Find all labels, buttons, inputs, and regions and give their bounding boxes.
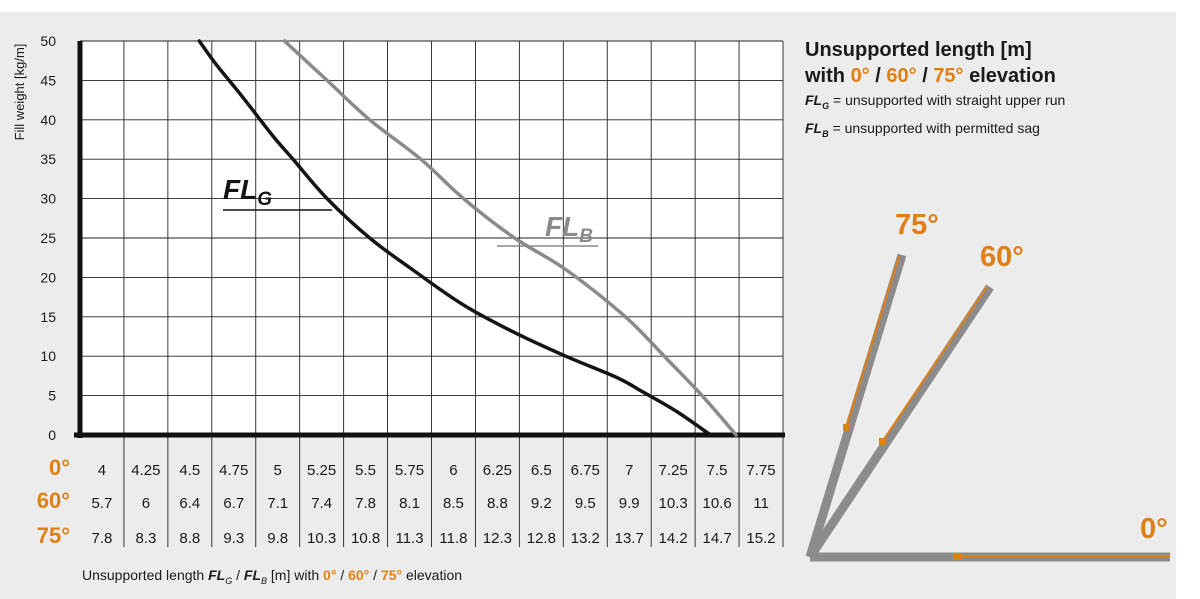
elevation-label-60: 60° [980, 241, 1024, 273]
arm-75-deg-marker [843, 424, 850, 431]
y-tick-label-4: 20 [40, 269, 56, 285]
x-axis-rows: 0° 4 4.25 4.5 4.75 5 5.25 5.5 5.75 6 6.25 6.5 6.75 7 7… [37, 455, 776, 548]
x-tick-label-r2-5: 10.3 [307, 530, 336, 547]
arm-60-deg-highlight [881, 286, 988, 443]
info-elev-0: 0° [850, 65, 870, 87]
x-tick-label-r2-13: 14.2 [659, 530, 688, 547]
x-tick-label-r0-7: 5.75 [395, 462, 424, 479]
elevation-label-75: 75° [895, 209, 939, 241]
x-tick-label-r2-4: 9.8 [267, 530, 288, 547]
elevation-label-0: 0° [1140, 513, 1168, 545]
x-tick-label-r1-1: 6 [142, 495, 150, 512]
x-tick-label-r2-14: 14.7 [702, 530, 731, 547]
x-tick-label-r2-10: 12.8 [527, 530, 556, 547]
info-definition-flb: FLB = unsupported with permitted sag [805, 119, 1040, 139]
info-panel: Unsupported length [m] with 0° / 60° / 7… [805, 37, 1195, 145]
x-tick-label-r1-12: 9.9 [619, 495, 640, 512]
info-definition-flg: FLG = unsupported with straight upper ru… [805, 92, 1066, 111]
x-tick-label-r0-1: 4.25 [131, 462, 160, 479]
x-tick-label-r0-8: 6 [449, 462, 457, 479]
x-tick-label-r2-8: 11.8 [439, 530, 467, 547]
arm-60-deg [806, 284, 994, 560]
series-curves [197, 39, 738, 437]
x-tick-label-r0-10: 6.5 [531, 462, 552, 479]
x-tick-label-r0-13: 7.25 [659, 462, 688, 479]
x-tick-label-r1-6: 7.8 [355, 495, 376, 512]
x-tick-label-r1-8: 8.5 [443, 495, 464, 512]
x-tick-label-r0-12: 7 [625, 462, 633, 479]
series-label-flg: FLG [223, 174, 332, 211]
svg-text:FLG: FLG [223, 174, 272, 210]
x-tick-label-r1-11: 9.5 [575, 495, 596, 512]
x-axis-caption: Unsupported length FLG / FLB [m] with 0°… [82, 567, 463, 586]
y-tick-label-9: 45 [40, 72, 56, 88]
x-tick-label-r1-9: 8.8 [487, 495, 508, 512]
arm-75-deg [805, 253, 907, 559]
x-tick-label-r2-0: 7.8 [92, 530, 113, 547]
x-tick-label-r0-2: 4.5 [179, 462, 200, 479]
svg-text:FLB: FLB [545, 211, 593, 247]
y-tick-label-8: 40 [40, 112, 56, 128]
y-tick-label-6: 30 [40, 191, 56, 207]
x-tick-label-r0-0: 4 [98, 462, 106, 479]
info-elev-60: 60° [886, 65, 917, 87]
x-tick-label-r0-5: 5.25 [307, 462, 336, 479]
x-tick-label-r2-9: 12.3 [483, 530, 512, 547]
elevation-diagram: 75° 60° 0° [805, 209, 1170, 562]
info-elev-75: 75° [933, 65, 964, 87]
series-label-flb-main: FL [545, 211, 579, 242]
y-tick-label-2: 10 [40, 348, 56, 364]
y-tick-label-0: 0 [48, 427, 56, 443]
x-tick-label-r2-7: 11.3 [395, 530, 423, 547]
x-tick-label-r1-5: 7.4 [311, 495, 332, 512]
x-tick-label-r2-3: 9.3 [223, 530, 244, 547]
x-row-label-2: 75° [37, 523, 70, 548]
x-tick-label-r1-10: 9.2 [531, 495, 552, 512]
series-label-flg-main: FL [223, 174, 257, 205]
x-tick-label-r1-13: 10.3 [659, 495, 688, 512]
x-row-label-1: 60° [37, 488, 70, 513]
arm-0-deg-marker [954, 553, 962, 560]
arm-75-deg-highlight [845, 255, 900, 429]
x-tick-label-r2-11: 13.2 [571, 530, 600, 547]
arm-60-deg-marker [879, 438, 886, 445]
y-axis-title: Fill weight [kg/m] [12, 44, 27, 141]
x-tick-label-r1-4: 7.1 [267, 495, 288, 512]
series-line-flg [197, 39, 713, 437]
x-tick-label-r2-12: 13.7 [615, 530, 644, 547]
x-tick-label-r1-2: 6.4 [179, 495, 200, 512]
series-line-flb [282, 39, 738, 437]
series-label-flb: FLB [497, 211, 598, 247]
series-label-flb-sub: B [579, 226, 593, 247]
x-tick-label-r2-6: 10.8 [351, 530, 380, 547]
x-tick-label-r1-15: 11 [753, 495, 769, 512]
y-tick-label-1: 5 [48, 388, 56, 404]
x-tick-label-r0-14: 7.5 [707, 462, 728, 479]
x-tick-label-r2-1: 8.3 [135, 530, 156, 547]
y-tick-label-3: 15 [40, 309, 56, 325]
y-tick-label-7: 35 [40, 151, 56, 167]
x-tick-label-r0-6: 5.5 [355, 462, 376, 479]
series-label-flg-sub: G [257, 189, 272, 210]
y-tick-label-5: 25 [40, 230, 56, 246]
x-tick-label-r0-11: 6.75 [571, 462, 600, 479]
info-heading-line1: Unsupported length [m] [805, 39, 1032, 61]
x-tick-label-r1-0: 5.7 [92, 495, 113, 512]
x-tick-label-r0-9: 6.25 [483, 462, 512, 479]
x-tick-label-r2-15: 15.2 [746, 530, 775, 547]
x-tick-label-r1-7: 8.1 [399, 495, 420, 512]
grid [74, 40, 785, 547]
x-tick-label-r2-2: 8.8 [179, 530, 200, 547]
x-tick-label-r0-15: 7.75 [746, 462, 775, 479]
x-tick-label-r1-3: 6.7 [223, 495, 244, 512]
y-axis-ticks: 0 5 10 15 20 25 30 35 40 45 50 [40, 33, 56, 443]
x-tick-label-r0-3: 4.75 [219, 462, 248, 479]
info-heading-line2: with 0° / 60° / 75° elevation [805, 65, 1056, 87]
x-tick-label-r1-14: 10.6 [702, 495, 731, 512]
x-tick-label-r0-4: 5 [274, 462, 282, 479]
y-tick-label-10: 50 [40, 33, 56, 49]
x-row-label-0: 0° [49, 455, 70, 480]
